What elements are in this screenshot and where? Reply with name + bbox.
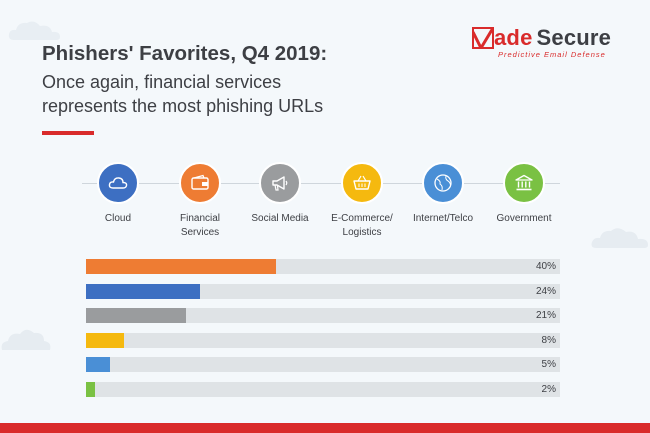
category-circle [259, 162, 301, 204]
bar-financial-services [86, 259, 276, 274]
footer-accent-bar [0, 423, 650, 433]
category-connector-line [82, 183, 560, 184]
bar-value-label: 8% [541, 334, 556, 346]
page-title: Phishers' Favorites, Q4 2019: [42, 42, 328, 65]
category-circle [503, 162, 545, 204]
category-government: Government [482, 162, 566, 226]
category-label: Financial Services [179, 213, 221, 238]
category-circle [422, 162, 464, 204]
logo-ade-text: ade [494, 25, 533, 50]
bar-e-commerce-logistics [86, 332, 124, 348]
megaphone-icon [272, 176, 288, 191]
category-label: Government [496, 213, 552, 224]
bar-value-label: 5% [541, 359, 556, 371]
category-label: Cloud [104, 213, 132, 224]
subtitle-line-1: Once again, financial services [42, 72, 282, 92]
bar-track: 8% [86, 332, 560, 348]
bank-icon [515, 174, 533, 191]
category-cloud: Cloud [76, 162, 160, 226]
bar-value-label: 21% [535, 310, 556, 322]
category-circle [97, 162, 139, 204]
bar-track: 2% [86, 382, 560, 397]
bar-track: 40% [86, 259, 560, 274]
bar-track: 21% [86, 308, 560, 324]
logo-wordmark: ade Secure [471, 25, 612, 52]
bar-value-label: 24% [535, 285, 556, 297]
vade-secure-logo: ade Secure Predictive Email Defense [471, 25, 624, 65]
logo-v-icon [471, 27, 495, 52]
bar-value-label: 2% [541, 384, 556, 395]
category-circle [341, 162, 383, 204]
logo-v-mark [471, 27, 495, 52]
title-underline [42, 131, 94, 135]
bar-internet-telco [86, 357, 110, 373]
category-e-commerce-logistics: E-Commerce/ Logistics [320, 162, 404, 240]
bar-government [86, 382, 96, 397]
background-cloud [8, 21, 60, 40]
bar-track: 24% [86, 283, 560, 299]
category-social-media: Social Media [238, 162, 322, 226]
basket-icon [353, 175, 371, 190]
category-circle [179, 162, 221, 204]
category-label: E-Commerce/ Logistics [331, 213, 393, 238]
globe-icon [434, 174, 452, 192]
cloud-icon [108, 177, 128, 189]
bar-social-media [86, 308, 186, 324]
bar-track: 5% [86, 357, 560, 373]
wallet-icon [191, 174, 209, 190]
header: Phishers' Favorites, Q4 2019: Once again… [42, 40, 462, 118]
bar-cloud [86, 283, 200, 299]
category-financial-services: Financial Services [158, 162, 242, 240]
background-cloud [1, 329, 51, 350]
bar-value-label: 40% [535, 261, 556, 272]
subtitle-line-2: represents the most phishing URLs [42, 96, 324, 116]
category-internet-telco: Internet/Telco [401, 162, 485, 226]
category-label: Internet/Telco [412, 213, 474, 224]
logo-tagline: Predictive Email Defense [498, 50, 606, 59]
background-cloud [591, 228, 648, 248]
logo-secure-text: Secure [536, 25, 612, 50]
category-label: Social Media [251, 213, 309, 224]
